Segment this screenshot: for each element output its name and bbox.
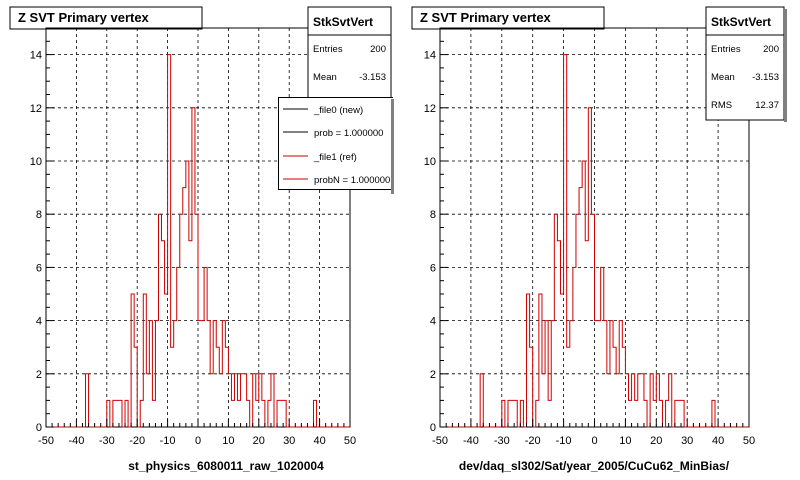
left-y-tick-label: 10 [30,156,42,168]
left-x-tick-label: 20 [253,435,265,447]
legend-label-3: probN = 1.000000 [314,175,390,186]
right-x-axis-label: dev/daq_sl302/Sat/year_2005/CuCu62_MinBi… [459,459,730,473]
left-stats-box [307,6,392,100]
right-plot-area: -50 -40 -30 -20 -10 0 10 20 30 40 50 0 2 4 6 8 10 12 14 [424,27,755,447]
left-y-tick-label: 8 [36,209,42,221]
right-y-tick-label: 4 [430,316,436,328]
left-x-tick-label: -20 [129,435,145,447]
left-title-box [9,6,203,30]
right-x-tick-label: 10 [619,435,631,447]
legend-label-1: prob = 1.000000 [314,128,383,139]
legend-label-0: _file0 (new) [313,105,363,116]
left-stats-mean-label: Mean [313,72,337,83]
left-x-tick-label: 30 [283,435,295,447]
right-x-tick-label: -30 [494,435,510,447]
right-x-tick-label: -40 [463,435,479,447]
right-y-tick-label: 14 [424,50,436,62]
right-stats-shadow [784,9,787,122]
right-x-tick-label: 50 [743,435,755,447]
left-title: Z SVT Primary vertex [18,10,150,25]
left-x-tick-label: -30 [99,435,115,447]
left-x-axis-label: st_physics_6080011_raw_1020004 [128,459,324,473]
left-y-tick-label: 0 [36,422,42,434]
right-x-tick-label: 40 [712,435,724,447]
left-y-tick-label: 6 [36,262,42,274]
legend-frame [278,97,393,190]
right-histogram-series [440,54,749,428]
right-stats-rms-label: RMS [711,100,732,111]
left-histogram-series [46,54,350,428]
left-y-tick-label: 4 [36,316,42,328]
left-x-tick-label: -10 [160,435,176,447]
left-plot-area: -50 -40 -30 -20 -10 0 10 20 30 40 50 0 2 4 6 8 10 12 14 [30,27,356,447]
left-x-tick-label: -50 [38,435,54,447]
right-title-box [411,6,605,30]
right-stats-mean-value: -3.153 [752,72,779,83]
left-y-tick-label: 14 [30,50,42,62]
right-y-tick-label: 8 [430,209,436,221]
right-pad: Z SVT Primary vertex -50 -40 -30 -20 -10 0 10 2… [411,6,787,473]
right-stats-entries-value: 200 [763,44,779,55]
right-y-tick-label: 6 [430,262,436,274]
right-stats-entries-label: Entries [711,44,741,55]
left-x-tick-label: 40 [313,435,325,447]
left-y-tick-label: 2 [36,369,42,381]
left-stats-entries-value: 200 [370,44,386,55]
left-y-tick-label: 12 [30,103,42,115]
left-stats-mean-value: -3.153 [359,72,386,83]
right-x-tick-label: -20 [525,435,541,447]
right-stats-rms-value: 12.37 [755,100,779,111]
right-x-tick-label: 20 [650,435,662,447]
right-stats-mean-label: Mean [711,72,735,83]
right-y-tick-label: 2 [430,369,436,381]
right-x-tick-label: -10 [556,435,572,447]
left-pad: Z SVT Primary vertex -50 -40 -30 -20 -10 0 10 2… [9,6,394,473]
right-stats-box [705,6,785,121]
legend-label-2: _file1 (ref) [313,152,357,163]
right-x-tick-label: 30 [681,435,693,447]
left-stats-entries-label: Entries [313,44,343,55]
right-x-tick-label: 0 [591,435,597,447]
right-y-tick-label: 10 [424,156,436,168]
right-title: Z SVT Primary vertex [420,10,552,25]
left-stats-name: StkSvtVert [313,15,373,29]
right-y-tick-label: 12 [424,103,436,115]
left-x-tick-label: 0 [195,435,201,447]
right-x-tick-label: -50 [432,435,448,447]
left-x-tick-label: 50 [344,435,356,447]
left-x-tick-label: -40 [68,435,84,447]
right-stats-name: StkSvtVert [711,15,771,29]
legend-shadow [391,99,394,194]
left-x-tick-label: 10 [222,435,234,447]
right-y-tick-label: 0 [430,422,436,434]
legend-box: _file0 (new) prob = 1.000000 _file1 (ref… [278,97,393,190]
